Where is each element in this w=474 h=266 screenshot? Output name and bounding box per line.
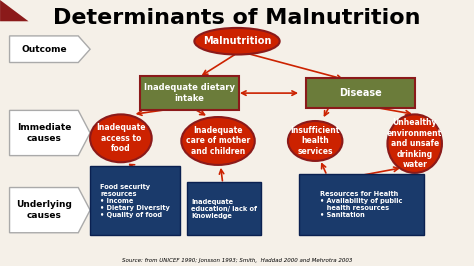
FancyBboxPatch shape <box>306 78 415 108</box>
FancyBboxPatch shape <box>140 76 239 110</box>
Polygon shape <box>0 0 28 21</box>
Text: Inadequate
access to
food: Inadequate access to food <box>96 123 146 153</box>
Text: Inadequate
education/ lack of
Knowledge: Inadequate education/ lack of Knowledge <box>191 199 257 219</box>
Text: Determinants of Malnutrition: Determinants of Malnutrition <box>53 8 421 28</box>
Polygon shape <box>9 188 90 233</box>
Ellipse shape <box>90 114 152 162</box>
Text: Food security
resources
• Income
• Dietary Diversity
• Quality of food: Food security resources • Income • Dieta… <box>100 184 170 218</box>
Polygon shape <box>9 36 90 63</box>
Ellipse shape <box>288 121 342 161</box>
Polygon shape <box>9 110 90 156</box>
Text: Immediate
causes: Immediate causes <box>17 123 71 143</box>
Text: Underlying
causes: Underlying causes <box>16 201 72 220</box>
Text: Insufficient
health
services: Insufficient health services <box>291 126 340 156</box>
Text: Inadequate dietary
intake: Inadequate dietary intake <box>144 84 235 103</box>
Ellipse shape <box>182 117 255 165</box>
Text: Disease: Disease <box>339 88 382 98</box>
FancyBboxPatch shape <box>90 166 180 235</box>
FancyBboxPatch shape <box>299 174 424 235</box>
Ellipse shape <box>194 28 280 55</box>
FancyBboxPatch shape <box>187 182 261 235</box>
Text: Resources for Health
• Availability of public
   health resources
• Sanitation: Resources for Health • Availability of p… <box>320 191 402 218</box>
Text: Inadequate
care of mother
and children: Inadequate care of mother and children <box>186 126 250 156</box>
Ellipse shape <box>387 114 442 173</box>
Text: Malnutrition: Malnutrition <box>203 36 271 46</box>
Text: Unhealthy
environment
and unsafe
drinking
water: Unhealthy environment and unsafe drinkin… <box>387 118 442 169</box>
Text: Source: from UNICEF 1990; Jonsson 1993; Smith,  Haddad 2000 and Mehrotra 2003: Source: from UNICEF 1990; Jonsson 1993; … <box>122 258 352 263</box>
Text: Outcome: Outcome <box>21 45 67 54</box>
